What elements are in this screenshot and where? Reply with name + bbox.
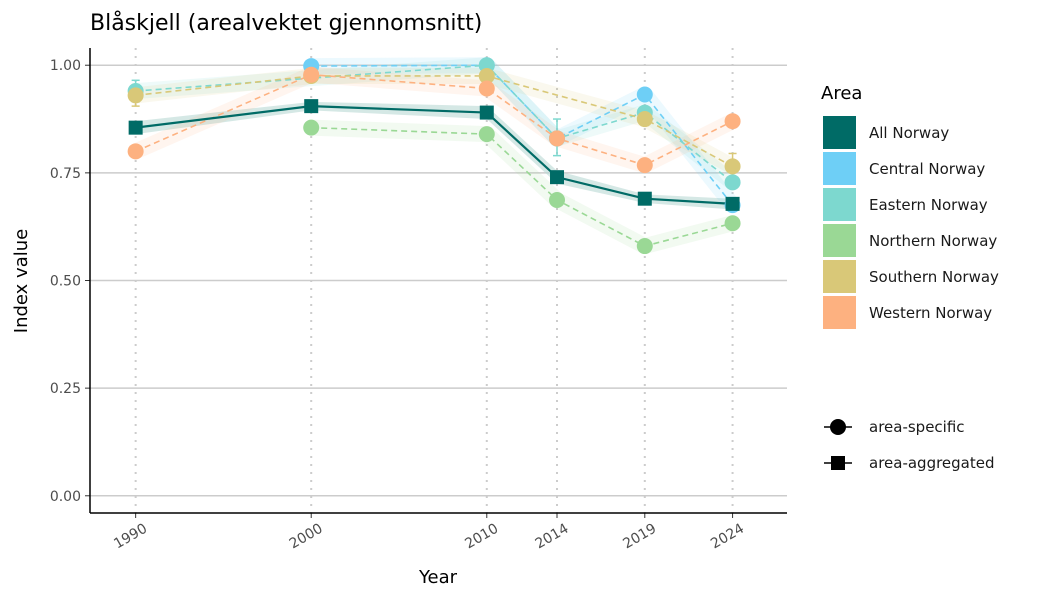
legend-label: Southern Norway [869, 268, 999, 286]
series-line [135, 105, 733, 205]
shape-legend-label: area-aggregated [869, 454, 995, 472]
data-point-circle [636, 111, 653, 128]
y-tick-label: 1.00 [50, 58, 81, 74]
data-point-circle [636, 86, 653, 103]
legend-label: All Norway [869, 124, 949, 142]
legend-label: Central Norway [869, 160, 985, 178]
data-point-square [637, 191, 652, 206]
legend-key [823, 116, 856, 149]
data-point-circle [724, 174, 741, 191]
x-tick-label: 2000 [287, 521, 326, 553]
legend-label: Eastern Norway [869, 196, 988, 214]
legend-key [823, 188, 856, 221]
data-point-square [725, 196, 740, 211]
shape-legend-square [831, 456, 845, 470]
x-axis-title: Year [418, 567, 458, 588]
y-tick-label: 0.00 [50, 489, 81, 505]
x-tick-label: 2010 [462, 521, 501, 553]
x-tick-label: 1990 [111, 521, 150, 553]
data-point-circle [549, 130, 566, 147]
legend: Area All Norway Central Norway Eastern Nor… [821, 83, 999, 472]
legend-label: Northern Norway [869, 232, 997, 250]
shape-legend-label: area-specific [869, 418, 965, 436]
x-tick-label: 2019 [620, 521, 659, 553]
data-point-circle [478, 67, 495, 84]
data-point-square [550, 170, 565, 185]
data-point-square [128, 120, 143, 135]
legend-key [823, 296, 856, 329]
data-point-circle [303, 119, 320, 136]
y-tick-label: 0.50 [50, 274, 81, 290]
y-tick-label: 0.75 [50, 166, 81, 182]
y-axis-title: Index value [11, 229, 32, 333]
series-line [135, 73, 733, 166]
data-point-circle [724, 158, 741, 175]
x-tick-label: 2024 [708, 521, 747, 553]
data-point-circle [724, 113, 741, 130]
legend-label: Western Norway [869, 304, 992, 322]
data-point-circle [478, 126, 495, 143]
data-point-circle [636, 157, 653, 174]
grid [90, 48, 787, 513]
series-points [127, 57, 741, 255]
y-tick-label: 0.25 [50, 381, 81, 397]
data-point-circle [127, 87, 144, 104]
legend-key [823, 224, 856, 257]
data-point-square [304, 99, 319, 114]
data-point-circle [303, 66, 320, 83]
series-line [311, 64, 734, 206]
x-tick-label: 2014 [533, 521, 572, 553]
data-point-circle [636, 238, 653, 255]
chart-title: Blåskjell (arealvektet gjennomsnitt) [90, 10, 482, 36]
data-point-circle [549, 191, 566, 208]
data-point-circle [478, 80, 495, 97]
legend-key [823, 260, 856, 293]
legend-key [823, 152, 856, 185]
legend-title: Area [821, 83, 862, 104]
shape-legend-circle [830, 419, 846, 435]
data-point-square [479, 105, 494, 120]
data-point-circle [127, 143, 144, 160]
data-point-circle [724, 215, 741, 232]
